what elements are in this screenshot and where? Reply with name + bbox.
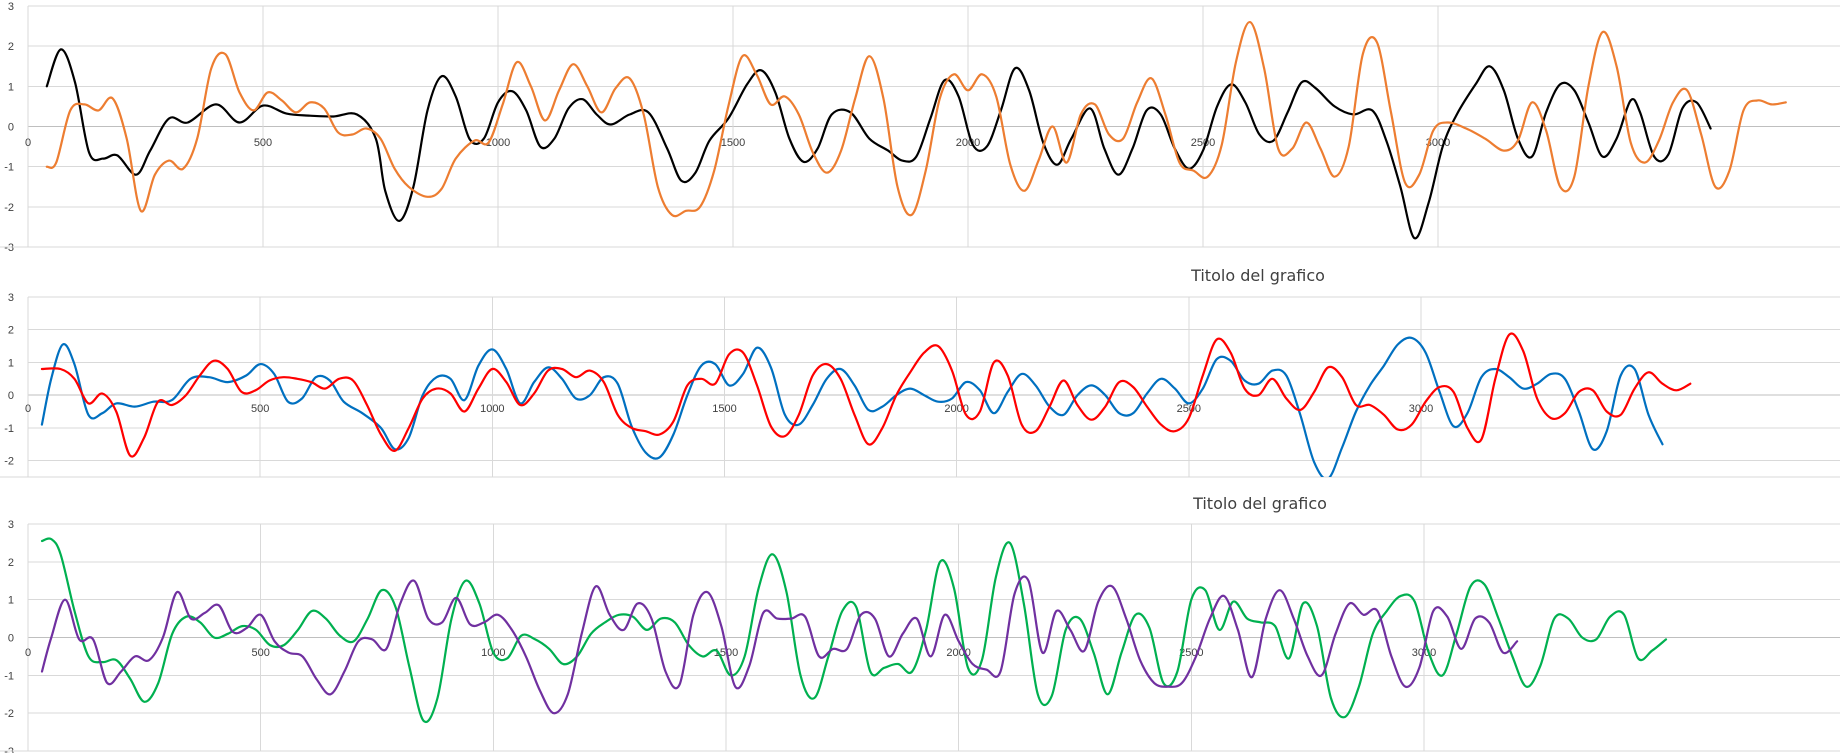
series-group: [45, 21, 1787, 240]
x-tick-label: 500: [251, 647, 269, 659]
x-tick-label: 1000: [480, 403, 504, 415]
chart-title: Titolo del grafico: [1192, 494, 1327, 513]
series-line-0: [40, 336, 1664, 477]
y-tick-label: -1: [4, 670, 14, 682]
x-tick-label: 0: [25, 647, 31, 659]
x-tick-label: 2500: [1177, 403, 1201, 415]
y-tick-label: 2: [8, 41, 14, 53]
x-tick-label: 2500: [1191, 137, 1215, 149]
y-tick-label: 0: [8, 390, 14, 402]
series-group: [40, 537, 1668, 723]
chart-title: Titolo del grafico: [1190, 266, 1325, 285]
y-tick-label: -2: [4, 708, 14, 720]
x-tick-label: 1500: [721, 137, 745, 149]
y-tick-label: 1: [8, 357, 14, 369]
y-tick-label: 2: [8, 325, 14, 337]
y-tick-label: 3: [8, 292, 14, 304]
y-tick-label: -2: [4, 202, 14, 214]
y-tick-label: 3: [8, 1, 14, 13]
series-line-1: [45, 21, 1787, 218]
x-tick-label: 0: [25, 403, 31, 415]
x-tick-label: 2000: [956, 137, 980, 149]
y-tick-label: -3: [4, 242, 14, 254]
y-tick-label: 2: [8, 557, 14, 569]
series-group: [40, 332, 1692, 477]
y-tick-label: 0: [8, 122, 14, 134]
x-tick-label: 500: [251, 403, 269, 415]
y-tick-label: 0: [8, 633, 14, 645]
y-tick-label: 3: [8, 519, 14, 531]
x-tick-label: 500: [254, 137, 272, 149]
y-tick-label: -3: [4, 746, 14, 753]
series-line-1: [40, 332, 1692, 458]
y-tick-label: -1: [4, 423, 14, 435]
x-tick-label: 1500: [712, 403, 736, 415]
x-tick-label: 1000: [486, 137, 510, 149]
series-line-1: [40, 575, 1519, 715]
y-tick-label: -1: [4, 162, 14, 174]
y-tick-label: -2: [4, 456, 14, 468]
series-line-0: [40, 537, 1668, 723]
y-tick-label: 1: [8, 81, 14, 93]
series-line-0: [45, 48, 1712, 240]
x-tick-label: 0: [25, 137, 31, 149]
y-tick-label: 1: [8, 595, 14, 607]
